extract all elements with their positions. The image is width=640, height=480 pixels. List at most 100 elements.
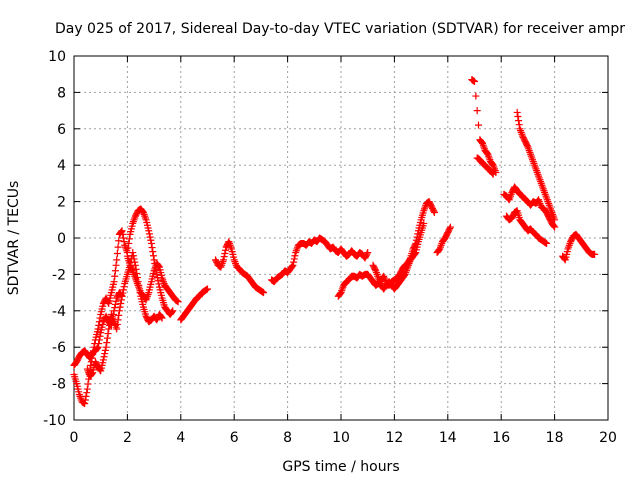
data-point bbox=[129, 252, 137, 260]
data-point bbox=[81, 396, 89, 404]
data-point bbox=[119, 289, 127, 297]
data-point bbox=[112, 297, 120, 305]
data-point bbox=[118, 227, 126, 235]
y-tick-label: -8 bbox=[52, 377, 66, 393]
data-point bbox=[113, 325, 121, 333]
data-point bbox=[146, 233, 154, 241]
data-point bbox=[150, 256, 158, 264]
data-point bbox=[472, 92, 480, 100]
x-tick-label: 18 bbox=[546, 430, 564, 446]
series-seg-n bbox=[513, 108, 559, 224]
data-point bbox=[124, 244, 132, 252]
data-point bbox=[111, 300, 119, 308]
data-point bbox=[103, 339, 111, 347]
data-point bbox=[446, 224, 454, 232]
series-seg-p bbox=[559, 230, 599, 264]
data-point bbox=[475, 121, 483, 129]
series-seg-d bbox=[123, 252, 182, 306]
data-point bbox=[113, 256, 121, 264]
data-point bbox=[291, 252, 299, 260]
data-point bbox=[289, 261, 297, 269]
data-point bbox=[112, 261, 120, 269]
data-point bbox=[111, 267, 119, 275]
series-seg-o bbox=[503, 207, 551, 247]
y-tick-label: 4 bbox=[57, 158, 66, 174]
data-point bbox=[591, 250, 599, 258]
data-point bbox=[105, 321, 113, 329]
data-point bbox=[94, 343, 102, 351]
axis-ticks: 0 2 4 6 8 10 12 14 16 18 20 -10 -8 -6 -4 -2 0 2 4 6 8 10 bbox=[43, 49, 617, 446]
data-point bbox=[104, 330, 112, 338]
data-point bbox=[96, 332, 104, 340]
data-point bbox=[260, 289, 268, 297]
series-seg-i bbox=[369, 219, 428, 293]
data-point bbox=[110, 278, 118, 286]
data-point bbox=[157, 313, 165, 321]
data-point bbox=[102, 343, 110, 351]
data-point bbox=[371, 265, 379, 273]
data-point bbox=[119, 234, 127, 242]
data-point bbox=[117, 296, 125, 304]
data-point bbox=[222, 246, 230, 254]
y-axis-label: SDTVAR / TECUs bbox=[6, 181, 22, 296]
data-point bbox=[129, 249, 137, 257]
data-point bbox=[100, 353, 108, 361]
grid bbox=[74, 56, 608, 420]
data-point bbox=[93, 344, 101, 352]
data-point bbox=[473, 107, 481, 115]
data-point bbox=[83, 389, 91, 397]
data-point bbox=[125, 239, 133, 247]
data-point bbox=[550, 222, 558, 230]
data-point bbox=[111, 272, 119, 280]
data-point bbox=[114, 243, 122, 251]
data-point bbox=[120, 283, 128, 291]
data-point bbox=[101, 350, 109, 358]
y-tick-label: -4 bbox=[52, 304, 66, 320]
data-point bbox=[118, 292, 126, 300]
y-tick-label: -6 bbox=[52, 340, 66, 356]
chart-title: Day 025 of 2017, Sidereal Day-to-day VTE… bbox=[55, 21, 625, 37]
data-point bbox=[131, 258, 139, 266]
x-tick-label: 4 bbox=[176, 430, 185, 446]
x-tick-label: 6 bbox=[230, 430, 239, 446]
data-point bbox=[551, 216, 559, 224]
x-tick-label: 20 bbox=[599, 430, 617, 446]
data-point bbox=[430, 209, 438, 217]
series-seg-j bbox=[433, 223, 454, 257]
data-point bbox=[221, 249, 229, 257]
data-point bbox=[148, 244, 156, 252]
y-tick-label: 6 bbox=[57, 122, 66, 138]
data-point bbox=[147, 236, 155, 244]
y-tick-label: 2 bbox=[57, 195, 66, 211]
data-point bbox=[125, 235, 133, 243]
data-point bbox=[114, 316, 122, 324]
data-point bbox=[95, 336, 103, 344]
y-tick-label: 10 bbox=[48, 49, 66, 65]
x-tick-label: 12 bbox=[385, 430, 403, 446]
data-point bbox=[120, 238, 128, 246]
data-point bbox=[149, 252, 157, 260]
data-point bbox=[119, 286, 127, 294]
data-point bbox=[99, 356, 107, 364]
data-point bbox=[551, 223, 559, 231]
data-point bbox=[149, 248, 157, 256]
data-point bbox=[94, 325, 102, 333]
data-points bbox=[70, 76, 599, 408]
data-point bbox=[543, 239, 551, 247]
data-point bbox=[81, 400, 89, 408]
data-point bbox=[204, 285, 211, 293]
data-point bbox=[220, 253, 228, 261]
x-tick-label: 16 bbox=[492, 430, 510, 446]
data-point bbox=[523, 142, 531, 150]
data-point bbox=[420, 219, 428, 227]
data-point bbox=[430, 207, 438, 215]
data-point bbox=[95, 340, 103, 348]
data-point bbox=[514, 113, 522, 121]
data-point bbox=[147, 239, 155, 247]
series-seg-m bbox=[500, 183, 559, 231]
x-tick-label: 0 bbox=[70, 430, 79, 446]
data-point bbox=[83, 385, 91, 393]
data-point bbox=[168, 308, 176, 316]
x-tick-label: 10 bbox=[332, 430, 350, 446]
